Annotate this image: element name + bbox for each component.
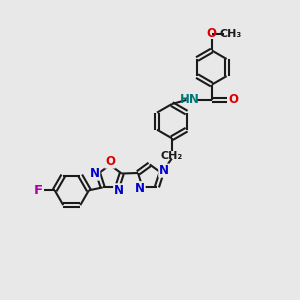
Text: F: F [34,184,43,197]
Text: O: O [228,93,238,106]
Text: N: N [90,167,100,180]
Text: HN: HN [180,93,200,106]
Text: N: N [135,182,145,195]
Text: CH₃: CH₃ [220,29,242,39]
Text: O: O [207,28,217,40]
Text: N: N [159,164,169,177]
Text: O: O [105,155,115,168]
Text: N: N [114,184,124,197]
Text: CH₂: CH₂ [161,151,183,160]
